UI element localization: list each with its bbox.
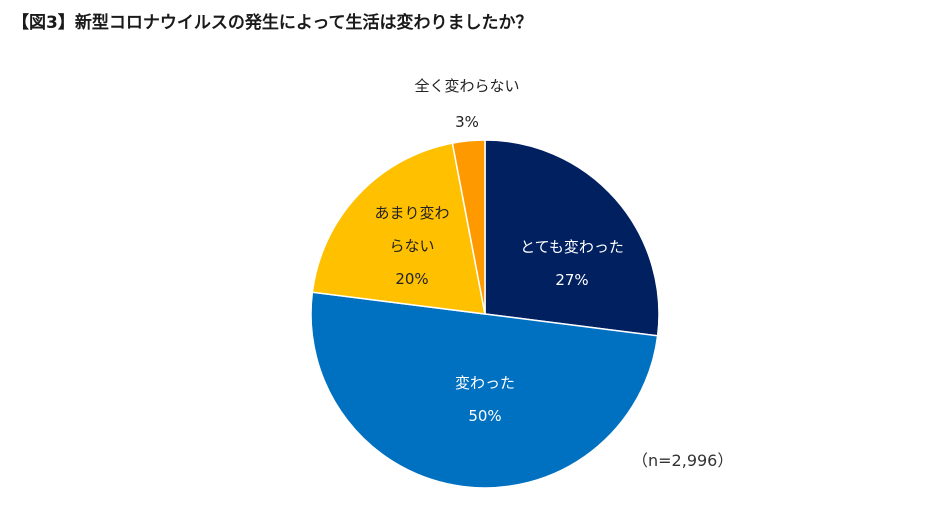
slice-category-label-2: あまり変わ bbox=[374, 204, 449, 222]
pie-slice-2 bbox=[311, 142, 486, 315]
chart-title: 【図3】新型コロナウイルスの発生によって生活は変わりましたか？ bbox=[12, 13, 533, 33]
slice-value-label-0: 27% bbox=[555, 271, 588, 289]
slice-category-label-0: とても変わった bbox=[520, 238, 624, 256]
pie-slice-0 bbox=[484, 139, 660, 337]
sample-size-note: （n=2,996） bbox=[632, 451, 734, 470]
slice-category-label-2: らない bbox=[389, 237, 434, 255]
slice-value-label-1: 50% bbox=[468, 407, 501, 425]
slice-value-label-3: 3% bbox=[455, 113, 479, 131]
slice-value-label-2: 20% bbox=[395, 270, 428, 288]
pie-slice-1 bbox=[310, 291, 659, 489]
slice-category-label-1: 変わった bbox=[455, 374, 515, 392]
pie-slice-3 bbox=[451, 139, 486, 315]
slice-category-label-3: 全く変わらない bbox=[414, 77, 519, 95]
